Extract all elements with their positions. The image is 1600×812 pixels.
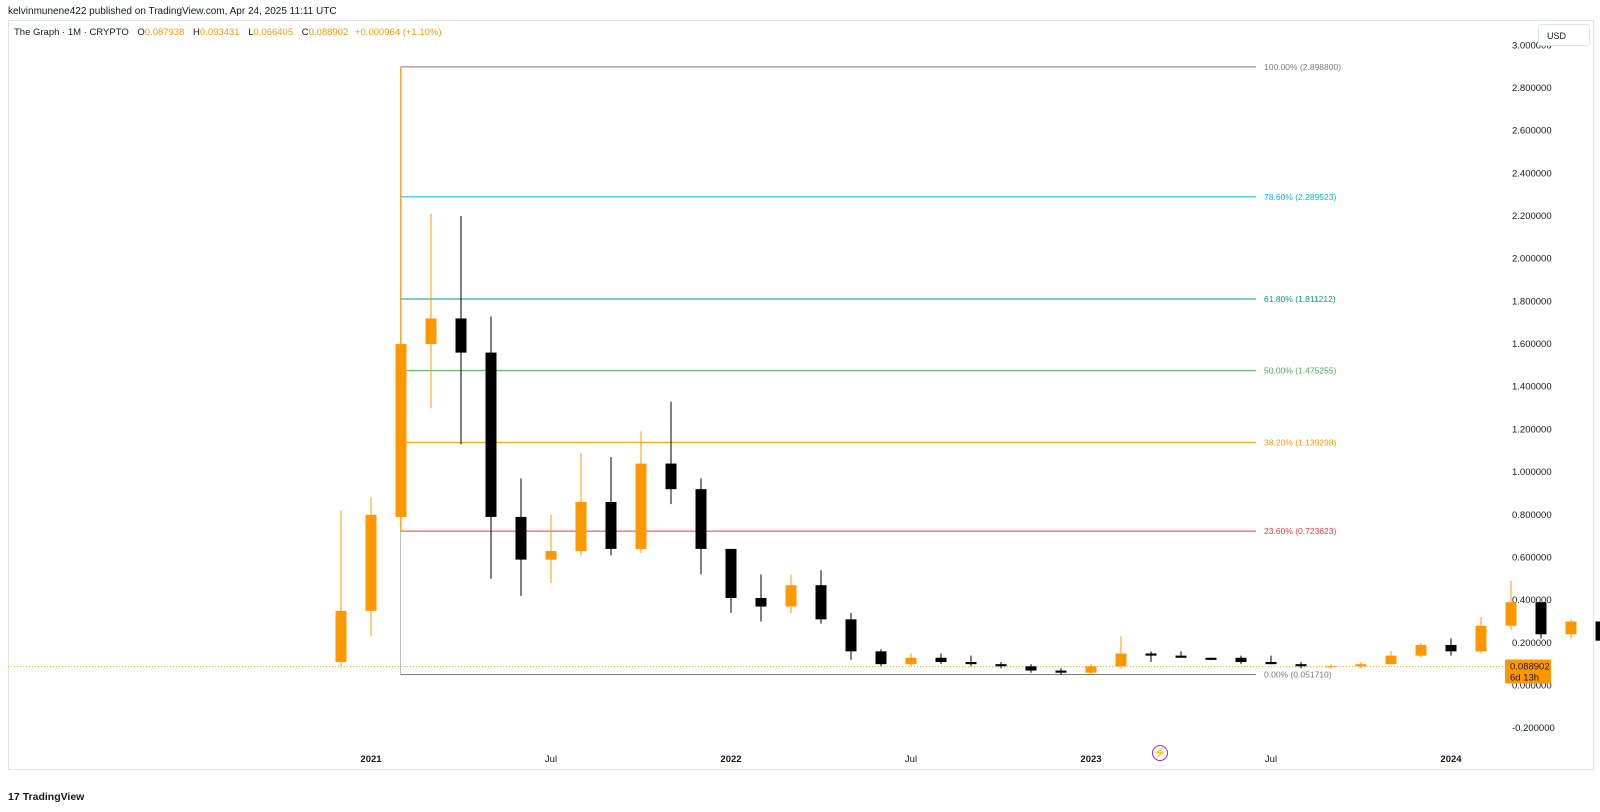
candle-body — [1355, 664, 1367, 667]
tradingview-logo-icon: 17 — [8, 791, 20, 803]
time-axis-label: 2021 — [360, 754, 382, 765]
candle-body — [1385, 655, 1397, 665]
low-value: 0.066405 — [253, 27, 294, 38]
time-axis-label: 2024 — [1440, 754, 1462, 765]
candle-body — [1535, 602, 1547, 635]
time-axis-label: Jul — [1265, 754, 1277, 765]
price-axis-label: 2.400000 — [1512, 168, 1552, 179]
candle-body — [635, 463, 647, 549]
symbol-legend: The Graph · 1M · CRYPTO O0.087938 H0.093… — [14, 27, 442, 38]
close-value: 0.088902 — [308, 27, 349, 38]
candle-body — [665, 463, 677, 490]
candle-body — [1205, 657, 1217, 660]
candle-body — [935, 657, 947, 663]
candle-body — [815, 585, 827, 620]
candle-body — [425, 318, 437, 345]
low-label: L — [248, 27, 254, 38]
candle-body — [875, 651, 887, 665]
close-label: C — [301, 27, 309, 38]
candle-body — [1025, 666, 1037, 671]
fib-level-label: 0.00% (0.051710) — [1264, 669, 1332, 679]
candle-body — [965, 662, 977, 665]
price-axis-label: 0.000000 — [1512, 681, 1552, 692]
high-label: H — [193, 27, 200, 38]
published-by-line: kelvinmunene422 published on TradingView… — [8, 6, 337, 17]
price-axis-label: 1.200000 — [1512, 424, 1552, 435]
change-value: +0.000964 (+1.10%) — [354, 27, 442, 38]
candle-body — [395, 344, 407, 517]
fib-level-label: 50.00% (1.475255) — [1264, 366, 1336, 376]
tradingview-brand[interactable]: 17 TradingView — [8, 791, 84, 803]
price-axis-label: 1.400000 — [1512, 382, 1552, 393]
candle-body — [995, 664, 1007, 667]
candle-body — [1445, 644, 1457, 652]
candle-body — [485, 352, 497, 517]
fib-level-label: 78.60% (2.289523) — [1264, 192, 1336, 202]
bar-countdown: 6d 13h — [1510, 673, 1539, 684]
price-axis-label: 0.800000 — [1512, 510, 1552, 521]
price-axis-label: 1.800000 — [1512, 296, 1552, 307]
candle-body — [1175, 655, 1187, 658]
candle-body — [1115, 653, 1127, 667]
candle-body — [575, 501, 587, 552]
candle-body — [1145, 653, 1157, 656]
time-axis-label: Jul — [905, 754, 917, 765]
candle-body — [335, 610, 347, 663]
price-axis-label: 2.000000 — [1512, 254, 1552, 265]
time-axis-label: 2022 — [720, 754, 741, 765]
candle-body — [1235, 657, 1247, 663]
candle-body — [755, 598, 767, 607]
currency-button[interactable]: USD — [1538, 24, 1590, 46]
time-axis-label: 2023 — [1080, 754, 1101, 765]
candle-body — [1415, 644, 1427, 656]
candle-body — [725, 548, 737, 599]
open-value: 0.087938 — [144, 27, 185, 38]
candle-body — [1475, 625, 1487, 652]
price-axis-label: 1.000000 — [1512, 467, 1552, 478]
open-label: O — [137, 27, 145, 38]
candle-body — [1595, 621, 1600, 641]
price-axis-label: 0.600000 — [1512, 552, 1552, 563]
price-axis-label: 2.200000 — [1512, 211, 1552, 222]
high-value: 0.093431 — [199, 27, 240, 38]
candle-body — [905, 657, 917, 665]
candle-body — [515, 516, 527, 560]
candle-body — [695, 489, 707, 549]
fib-level-label: 23.60% (0.723623) — [1264, 526, 1336, 536]
last-price-tag — [1505, 659, 1551, 684]
candle-body — [365, 514, 377, 611]
candle-body — [1565, 621, 1577, 635]
brand-name: TradingView — [22, 791, 85, 803]
candle-body — [845, 619, 857, 652]
symbol-title[interactable]: The Graph · 1M · CRYPTO — [14, 27, 129, 38]
candle-body — [545, 551, 557, 560]
candle-body — [1055, 670, 1067, 673]
candle-body — [1265, 662, 1277, 665]
time-axis-label: Jul — [545, 754, 557, 765]
fib-level-label: 38.20% (1.139298) — [1264, 437, 1336, 447]
price-axis-label: -0.200000 — [1512, 723, 1555, 734]
fib-level-label: 61.80% (1.811212) — [1264, 294, 1336, 304]
price-axis-label: 3.000000 — [1512, 40, 1552, 51]
price-axis-label: 0.200000 — [1512, 638, 1552, 649]
price-axis-label: 2.600000 — [1512, 126, 1552, 137]
price-axis-label: 2.800000 — [1512, 83, 1552, 94]
candle-body — [785, 585, 797, 607]
candle-body — [1325, 666, 1337, 668]
candle-body — [1295, 664, 1307, 667]
price-axis-label: 0.400000 — [1512, 595, 1552, 606]
fib-level-label: 100.00% (2.898800) — [1264, 62, 1341, 72]
last-price-value: 0.088902 — [1510, 662, 1550, 673]
candle-body — [1505, 602, 1517, 626]
price-axis-label: 1.600000 — [1512, 339, 1552, 350]
candle-body — [455, 318, 467, 353]
candle-body — [605, 501, 617, 549]
flash-event-icon[interactable]: ⚡ — [1152, 745, 1168, 761]
candle-body — [1085, 666, 1097, 673]
